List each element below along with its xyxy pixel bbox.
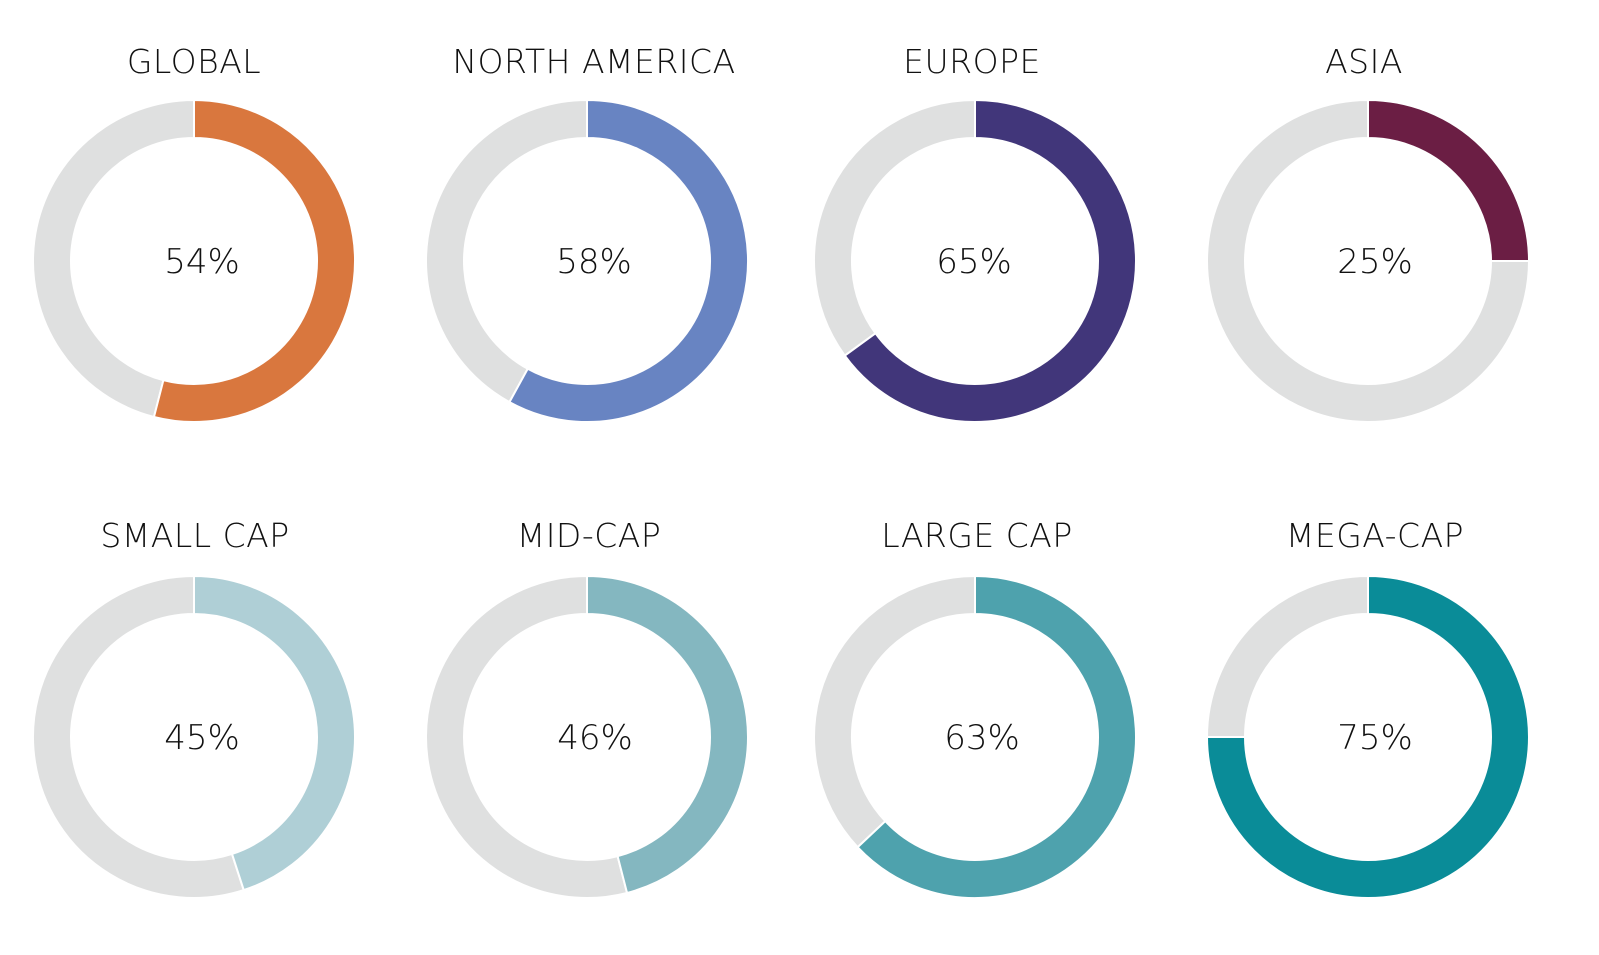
chart-title-large-cap: LARGE CAP — [881, 516, 1073, 555]
donut-remainder-global — [32, 98, 195, 419]
donut-remainder-mid-cap — [425, 574, 629, 899]
donut-share-mid-cap — [586, 574, 749, 895]
center-value-global: 54% — [164, 242, 240, 282]
center-value-mega-cap: 75% — [1337, 718, 1413, 758]
donut-share-north-america — [508, 98, 749, 423]
chart-title-europe: EUROPE — [903, 42, 1041, 81]
donut-share-europe — [843, 98, 1137, 423]
donut-remainder-large-cap — [813, 574, 976, 849]
donut-chart-large-cap: LARGE CAP 63% — [813, 516, 1137, 899]
chart-title-global: GLOBAL — [127, 42, 261, 81]
donut-chart-north-america: NORTH AMERICA 58% — [425, 42, 749, 423]
donut-remainder-asia — [1206, 98, 1531, 423]
center-value-large-cap: 63% — [944, 718, 1020, 758]
donut-remainder-small-cap — [32, 574, 246, 899]
center-value-europe: 65% — [936, 242, 1012, 282]
chart-title-small-cap: SMALL CAP — [100, 516, 289, 555]
donut-chart-asia: ASIA 25% — [1206, 42, 1531, 423]
donut-remainder-north-america — [425, 98, 588, 404]
donut-share-global — [152, 98, 356, 423]
donut-chart-europe: EUROPE 65% — [813, 42, 1137, 423]
chart-title-asia: ASIA — [1325, 42, 1403, 81]
donut-share-small-cap — [193, 574, 356, 892]
center-value-small-cap: 45% — [164, 718, 240, 758]
donut-chart-mid-cap: MID-CAP 46% — [425, 516, 749, 899]
donut-remainder-europe — [813, 98, 976, 358]
chart-title-north-america: NORTH AMERICA — [452, 42, 735, 81]
donut-share-mega-cap — [1205, 574, 1530, 899]
donut-chart-mega-cap: MEGA-CAP 75% — [1205, 516, 1530, 899]
donut-chart-global: GLOBAL 54% — [32, 42, 356, 423]
donut-chart-small-cap: SMALL CAP 45% — [32, 516, 356, 899]
chart-title-mega-cap: MEGA-CAP — [1286, 516, 1464, 555]
center-value-asia: 25% — [1337, 242, 1413, 282]
donut-share-large-cap — [856, 574, 1137, 899]
donut-share-asia — [1367, 98, 1531, 262]
center-value-mid-cap: 46% — [557, 718, 633, 758]
donut-remainder-mega-cap — [1205, 574, 1369, 738]
chart-title-mid-cap: MID-CAP — [517, 516, 662, 555]
center-value-north-america: 58% — [556, 242, 632, 282]
